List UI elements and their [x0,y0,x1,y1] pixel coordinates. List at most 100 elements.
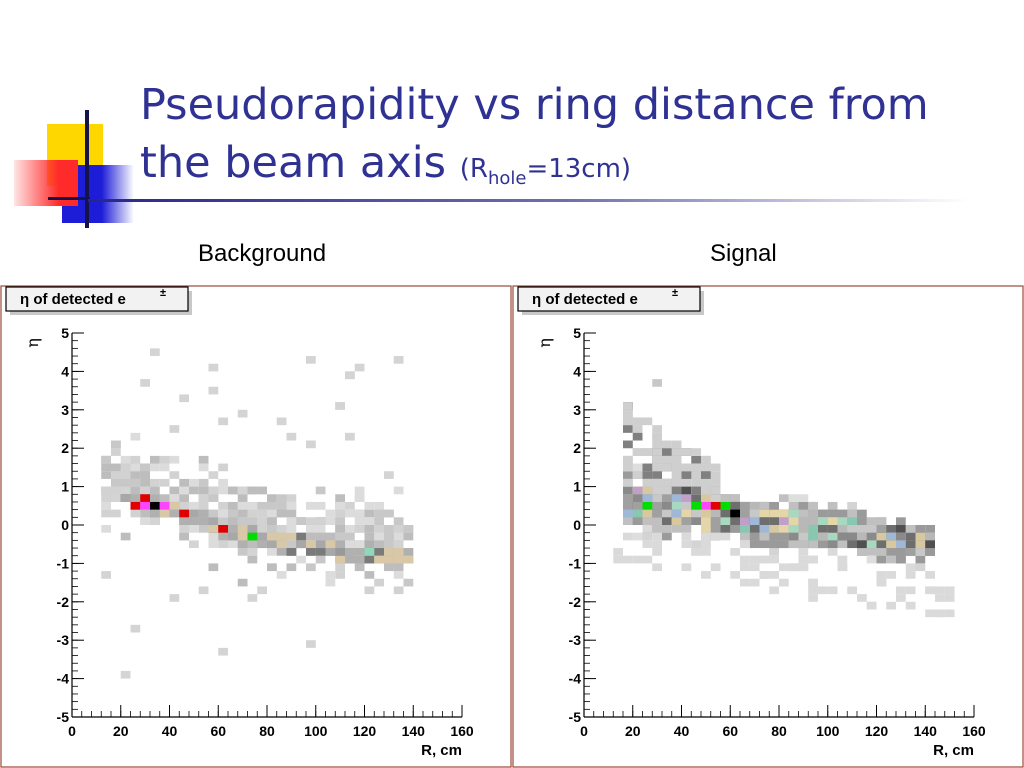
histogram-bin [652,525,662,533]
histogram-bin [237,525,248,533]
histogram-bin [827,501,838,510]
histogram-bin [886,540,896,549]
histogram-bin [623,471,633,479]
histogram-bin [857,548,867,556]
histogram-bin [218,486,228,495]
histogram-bin [818,517,828,525]
histogram-bin [257,509,267,518]
y-tick-label: 0 [573,517,581,533]
histogram-bin [159,478,170,487]
histogram-bin [818,586,828,595]
histogram-bin [228,540,238,549]
histogram-bin [740,555,750,564]
histogram-bin [101,509,111,518]
histogram-bin [749,517,760,525]
histogram-bin [130,463,141,472]
histogram-bin [150,455,160,464]
histogram-bin [701,532,711,541]
histogram-bin [335,517,345,525]
x-tick-label: 120 [865,723,889,739]
y-tick-label: -5 [569,709,582,725]
histogram-bin [730,571,740,579]
histogram-bin [847,517,857,525]
histogram-bin [315,486,326,495]
histogram-bin [179,478,189,487]
histogram-bin [866,525,877,533]
histogram-bin [759,555,770,564]
histogram-bin [652,425,662,433]
histogram-bin [276,540,287,549]
histogram-bin [354,548,365,556]
histogram-bin [886,555,896,564]
histogram-bin [267,494,277,502]
histogram-bin [691,540,701,549]
histogram-bin [662,440,672,449]
histogram-bin [101,525,111,533]
histogram-bin [198,525,209,533]
x-tick-label: 40 [162,723,178,739]
histogram-bin [296,517,306,525]
highlight-bin [140,494,150,502]
histogram-bin [315,501,326,510]
histogram-bin [179,494,189,502]
histogram-bin [218,509,228,518]
histogram-bin [623,509,633,518]
histogram-bin [208,540,219,549]
histogram-bin [623,478,633,487]
histogram-bin [857,594,867,602]
histogram-bin [247,486,258,495]
histogram-bin [374,509,384,518]
histogram-bin [681,486,692,495]
histogram-bin [896,517,906,525]
highlight-bin [691,501,701,510]
histogram-bin [325,532,336,541]
histogram-bin [130,455,141,464]
histogram-bin [218,478,228,487]
histogram-bin [808,509,818,518]
histogram-bin [779,494,789,502]
histogram-bin [335,571,345,579]
y-tick-label: 5 [61,325,69,341]
y-tick-label: 3 [573,402,581,418]
histogram-bin [896,540,906,549]
y-tick-label: 1 [573,479,581,495]
histogram-bin [101,463,111,472]
histogram-bin [364,501,375,510]
histogram-bin [354,563,365,572]
histogram-bin [681,494,692,502]
y-axis-label: η [535,338,554,348]
histogram-bin [228,501,238,510]
histogram-bin [632,494,643,502]
histogram-bin [642,471,653,479]
histogram-bin [237,517,248,525]
histogram-bin [866,601,877,610]
histogram-bin [169,594,180,602]
histogram-bin [701,494,711,502]
histogram-bin [642,525,653,533]
histogram-bin [159,455,170,464]
histogram-bin [769,532,779,541]
histogram-bin [876,571,887,579]
histogram-bin [354,540,365,549]
histogram-bin [393,586,404,595]
histogram-bin [130,624,141,633]
stats-box-title: η of detected e [20,291,126,308]
histogram-bin [374,517,384,525]
histogram-bin [179,517,189,525]
histogram-bin [691,463,701,472]
histogram-bin [769,501,779,510]
histogram-bin [632,501,643,510]
histogram-bin [652,455,662,464]
histogram-bin [384,509,394,518]
histogram-bin [876,555,887,564]
histogram-bin [198,586,209,595]
histogram-bin [208,532,219,541]
histogram-bin [662,463,672,472]
histogram-bin [228,517,238,525]
highlight-bin [150,501,160,510]
histogram-bin [827,548,838,556]
histogram-bin [111,463,121,472]
histogram-bin [769,509,779,518]
histogram-bin [345,509,355,518]
histogram-bin [944,609,955,618]
